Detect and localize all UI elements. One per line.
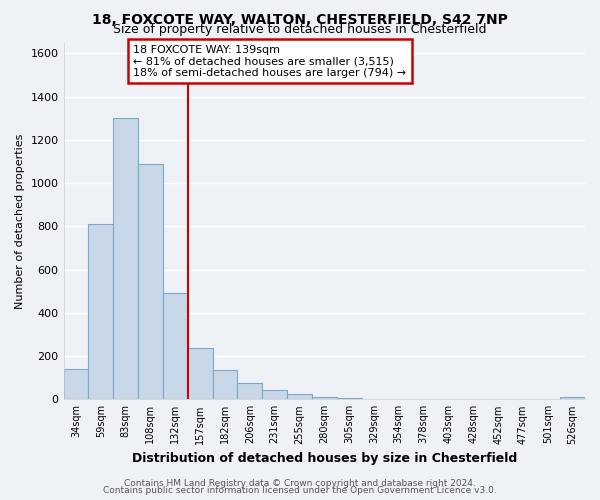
- Bar: [337, 398, 362, 400]
- Bar: [287, 394, 312, 400]
- Text: Contains public sector information licensed under the Open Government Licence v3: Contains public sector information licen…: [103, 486, 497, 495]
- Bar: [188, 348, 212, 400]
- Bar: [362, 398, 386, 400]
- Bar: [262, 390, 287, 400]
- Bar: [64, 369, 88, 400]
- Text: Contains HM Land Registry data © Crown copyright and database right 2024.: Contains HM Land Registry data © Crown c…: [124, 478, 476, 488]
- Bar: [238, 383, 262, 400]
- X-axis label: Distribution of detached houses by size in Chesterfield: Distribution of detached houses by size …: [131, 452, 517, 465]
- Text: 18, FOXCOTE WAY, WALTON, CHESTERFIELD, S42 7NP: 18, FOXCOTE WAY, WALTON, CHESTERFIELD, S…: [92, 12, 508, 26]
- Bar: [88, 224, 113, 400]
- Y-axis label: Number of detached properties: Number of detached properties: [15, 133, 25, 308]
- Bar: [113, 118, 138, 400]
- Bar: [163, 294, 188, 400]
- Bar: [560, 397, 585, 400]
- Text: 18 FOXCOTE WAY: 139sqm
← 81% of detached houses are smaller (3,515)
18% of semi-: 18 FOXCOTE WAY: 139sqm ← 81% of detached…: [133, 44, 406, 78]
- Bar: [312, 396, 337, 400]
- Bar: [138, 164, 163, 400]
- Text: Size of property relative to detached houses in Chesterfield: Size of property relative to detached ho…: [113, 22, 487, 36]
- Bar: [212, 370, 238, 400]
